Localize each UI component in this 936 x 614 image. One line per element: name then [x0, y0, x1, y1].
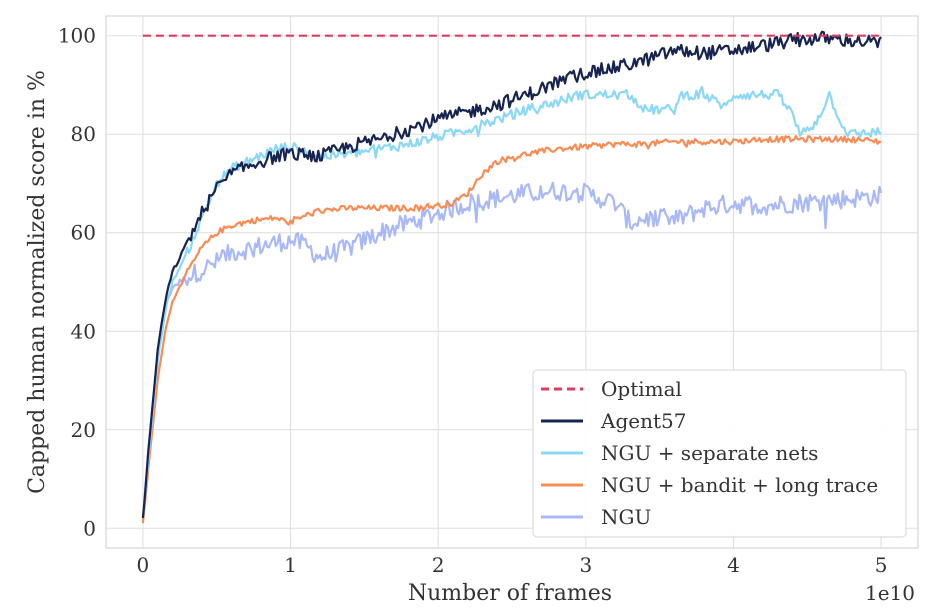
y-tick-label: 0 [83, 516, 96, 540]
y-tick-label: 100 [58, 24, 96, 48]
legend-box [532, 369, 907, 538]
x-axis-label: Number of frames [408, 581, 612, 606]
y-tick-label: 60 [71, 221, 96, 245]
y-tick-label: 80 [71, 122, 96, 146]
x-tick-label: 4 [727, 553, 740, 577]
y-axis-label: Capped human normalized score in % [25, 70, 50, 494]
x-tick-label: 0 [137, 553, 150, 577]
legend-label: NGU + bandit + long trace [601, 473, 878, 497]
legend-label: NGU + separate nets [601, 441, 818, 465]
x-tick-label: 2 [432, 553, 445, 577]
legend-label: Agent57 [600, 409, 686, 433]
series-line-ngu [141, 181, 883, 520]
y-tick-label: 40 [71, 319, 96, 343]
legend: Optimal Agent57 NGU + separate nets NGU + b… [532, 369, 907, 538]
x-tick-labels: 0 1 2 3 4 5 [137, 553, 888, 577]
legend-label: NGU [601, 505, 651, 529]
series-line-ngu-bandit-long-trace [141, 135, 882, 524]
series-lines [141, 30, 883, 524]
x-tick-label: 3 [579, 553, 592, 577]
legend-label: Optimal [601, 377, 682, 401]
y-tick-labels: 0 20 40 60 80 100 [58, 24, 96, 541]
x-tick-label: 5 [875, 553, 888, 577]
x-tick-label: 1 [284, 553, 297, 577]
series-line-ngu-separate-nets [141, 85, 882, 518]
series-line-agent57 [141, 30, 882, 519]
x-multiplier-label: 1e10 [865, 581, 915, 605]
y-tick-label: 20 [71, 418, 96, 442]
